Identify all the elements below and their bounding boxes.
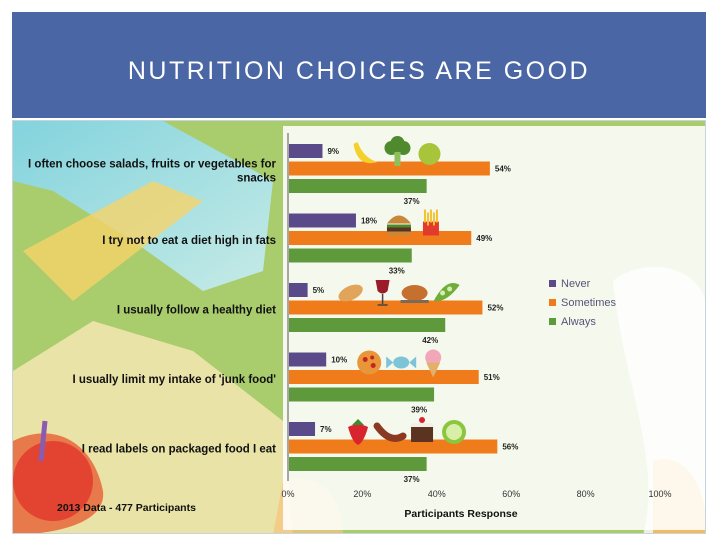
lime-icon — [442, 420, 467, 444]
data-label: 18% — [361, 217, 377, 226]
bread-icon — [338, 284, 363, 302]
legend-label-always: Always — [561, 316, 596, 328]
data-label: 51% — [484, 373, 500, 382]
category-label: I usually follow a healthy diet — [117, 304, 276, 316]
category-label: snacks — [237, 172, 276, 184]
bar-sometimes-4 — [289, 370, 479, 384]
legend-label-never: Never — [561, 278, 591, 290]
bar-never-1 — [289, 144, 323, 158]
banana-icon — [353, 142, 378, 164]
bar-never-4 — [289, 352, 327, 367]
bar-never-3 — [289, 283, 308, 297]
chart-footnote: 2013 Data - 477 Participants — [57, 502, 196, 514]
data-label: 33% — [389, 267, 405, 276]
x-tick-label: 40% — [428, 489, 446, 499]
x-tick-label: 0% — [281, 489, 294, 499]
peapod-icon — [433, 283, 460, 302]
x-tick-label: 80% — [577, 489, 595, 499]
chart-figure: I often choose salads, fruits or vegetab… — [12, 120, 706, 534]
bar-always-4 — [289, 387, 435, 402]
data-label: 56% — [502, 443, 518, 452]
pizza-icon — [357, 350, 382, 375]
category-label: I often choose salads, fruits or vegetab… — [28, 158, 276, 170]
data-label: 37% — [404, 475, 420, 484]
x-tick-label: 100% — [648, 489, 671, 499]
bar-sometimes-1 — [289, 161, 490, 176]
chart-svg: I often choose salads, fruits or vegetab… — [13, 121, 705, 533]
data-label: 9% — [327, 147, 339, 156]
bar-never-2 — [289, 213, 356, 228]
data-label: 54% — [495, 165, 511, 174]
slide-header: NUTRITION CHOICES ARE GOOD — [12, 12, 706, 118]
category-label: I try not to eat a diet high in fats — [102, 235, 276, 247]
strawberry-icon — [348, 419, 369, 445]
bar-sometimes-5 — [289, 439, 498, 454]
bar-sometimes-3 — [289, 300, 483, 315]
x-axis-title: Participants Response — [404, 508, 517, 520]
bar-always-3 — [289, 318, 446, 332]
category-label: I read labels on packaged food I eat — [82, 443, 276, 455]
legend-swatch-sometimes — [549, 299, 556, 306]
legend-label-sometimes: Sometimes — [561, 297, 617, 309]
burger-icon — [386, 215, 411, 236]
ice-cream-icon — [425, 349, 442, 378]
x-tick-label: 20% — [353, 489, 371, 499]
data-label: 39% — [411, 406, 427, 415]
bar-always-1 — [289, 179, 427, 193]
data-label: 10% — [331, 356, 347, 365]
data-label: 37% — [404, 197, 420, 206]
x-tick-label: 60% — [502, 489, 520, 499]
bar-sometimes-2 — [289, 231, 472, 245]
bar-always-5 — [289, 457, 427, 471]
cake-icon — [411, 417, 434, 442]
fries-icon — [422, 209, 439, 236]
data-label: 7% — [320, 425, 332, 434]
pear-icon — [418, 143, 441, 165]
slide-title: NUTRITION CHOICES ARE GOOD — [127, 57, 591, 85]
bar-never-5 — [289, 422, 316, 436]
category-label: I usually limit my intake of 'junk food' — [72, 374, 276, 386]
wine-icon — [375, 280, 390, 306]
data-label: 49% — [476, 234, 492, 243]
roast-chicken-icon — [400, 285, 429, 303]
bar-always-2 — [289, 248, 412, 263]
legend-swatch-never — [549, 280, 556, 287]
data-label: 42% — [422, 336, 438, 345]
broccoli-icon — [384, 136, 411, 166]
data-label: 52% — [487, 304, 503, 313]
sausage-icon — [373, 422, 407, 442]
data-label: 5% — [313, 286, 325, 295]
legend-swatch-always — [549, 318, 556, 325]
candy-icon — [386, 356, 417, 369]
